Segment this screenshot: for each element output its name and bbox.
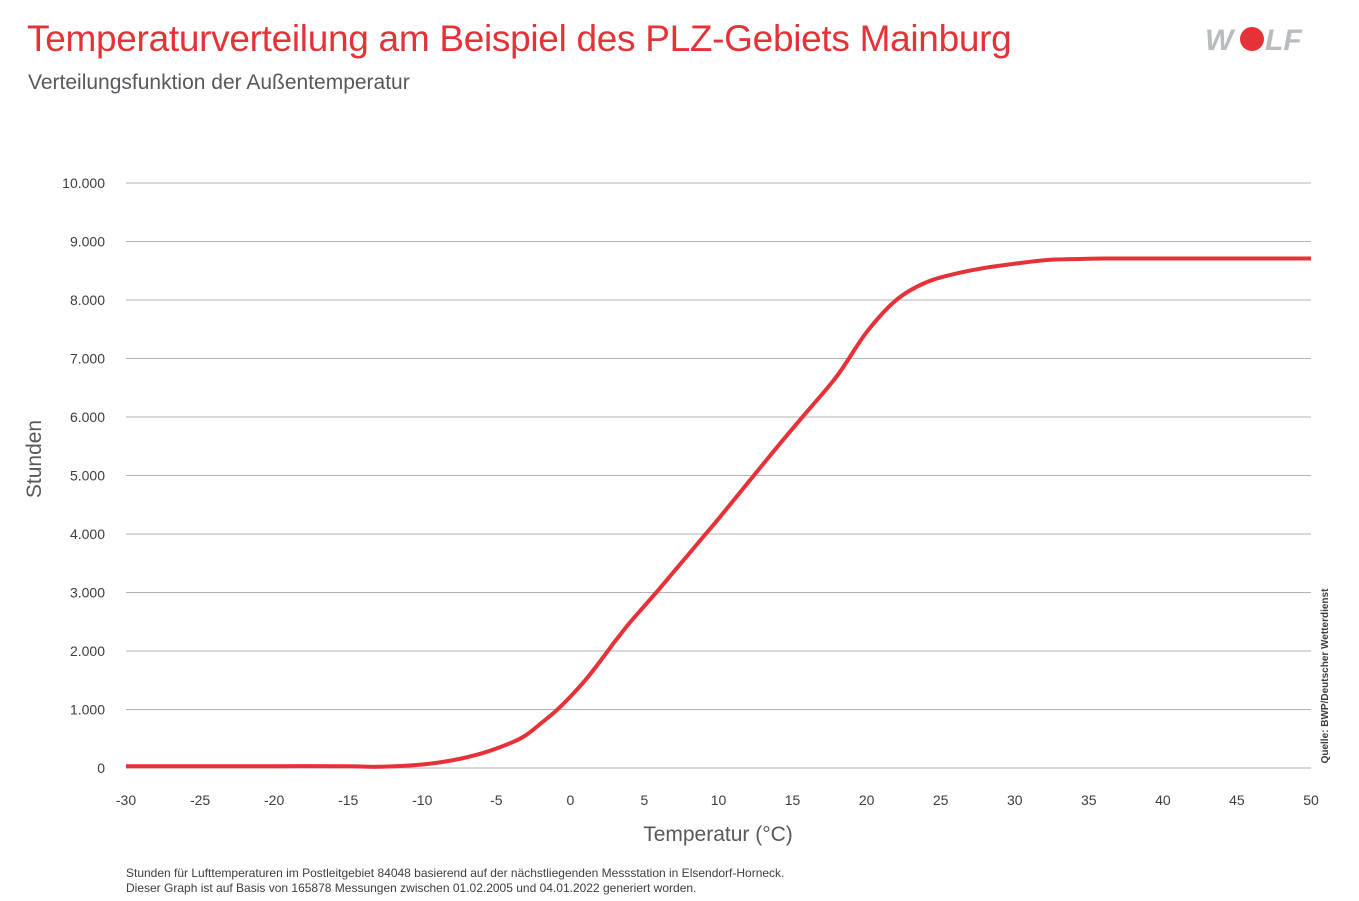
x-tick-label: -30 bbox=[116, 792, 136, 808]
x-tick-label: -15 bbox=[338, 792, 358, 808]
y-tick-label: 4.000 bbox=[70, 526, 105, 542]
series-line bbox=[125, 256, 1311, 769]
x-tick-label: 20 bbox=[859, 792, 875, 808]
x-tick-label: -25 bbox=[190, 792, 210, 808]
x-tick-label: 30 bbox=[1007, 792, 1023, 808]
y-tick-label: 10.000 bbox=[62, 175, 105, 191]
footnote-line-1: Stunden für Lufttemperaturen im Postleit… bbox=[126, 866, 785, 880]
y-axis-label: Stunden bbox=[23, 420, 46, 498]
y-tick-label: 3.000 bbox=[70, 585, 105, 601]
x-tick-label: 5 bbox=[641, 792, 649, 808]
x-tick-label: 0 bbox=[566, 792, 574, 808]
footnote-line-2: Dieser Graph ist auf Basis von 165878 Me… bbox=[126, 881, 697, 895]
x-tick-label: 45 bbox=[1229, 792, 1245, 808]
page-subtitle: Verteilungsfunktion der Außentemperatur bbox=[28, 71, 410, 94]
y-tick-label: 5.000 bbox=[70, 468, 105, 484]
y-tick-label: 1.000 bbox=[70, 702, 105, 718]
series-layer bbox=[125, 256, 1311, 769]
y-tick-label: 6.000 bbox=[70, 409, 105, 425]
grid-lines bbox=[126, 182, 1311, 769]
x-tick-label: -10 bbox=[412, 792, 432, 808]
x-tick-label: 15 bbox=[785, 792, 801, 808]
logo-graphic: W LF bbox=[1205, 24, 1302, 57]
logo-dot bbox=[1240, 27, 1264, 51]
footnote: Stunden für Lufttemperaturen im Postleit… bbox=[126, 866, 784, 896]
wolf-logo-icon: W LF bbox=[1203, 22, 1313, 58]
x-tick-label: 40 bbox=[1155, 792, 1171, 808]
y-tick-label: 9.000 bbox=[70, 234, 105, 250]
x-tick-label: 50 bbox=[1303, 792, 1319, 808]
y-tick-label: 2.000 bbox=[70, 643, 105, 659]
x-tick-label: 35 bbox=[1081, 792, 1097, 808]
x-tick-label: 25 bbox=[933, 792, 949, 808]
logo-letters-lf: LF bbox=[1265, 24, 1302, 57]
y-tick-label: 7.000 bbox=[70, 351, 105, 367]
x-tick-label: -5 bbox=[490, 792, 503, 808]
x-axis-label: Temperatur (°C) bbox=[643, 823, 793, 846]
y-tick-label: 0 bbox=[97, 760, 105, 776]
logo-letter-w: W bbox=[1205, 24, 1236, 57]
source-note: Quelle: BWP/Deutscher Wetterdienst bbox=[1320, 588, 1331, 764]
y-axis-ticks: 0 1.000 2.000 3.000 4.000 5.000 6.000 7.000 8.00… bbox=[62, 175, 105, 776]
y-tick-label: 8.000 bbox=[70, 292, 105, 308]
x-axis-ticks: -30 -25 -20 -15 -10 -5 0 5 10 15 20 25 30 35 40 45 50 bbox=[116, 792, 1319, 808]
page-title: Temperaturverteilung am Beispiel des PLZ… bbox=[27, 18, 1012, 59]
x-tick-label: 10 bbox=[711, 792, 727, 808]
x-tick-label: -20 bbox=[264, 792, 284, 808]
